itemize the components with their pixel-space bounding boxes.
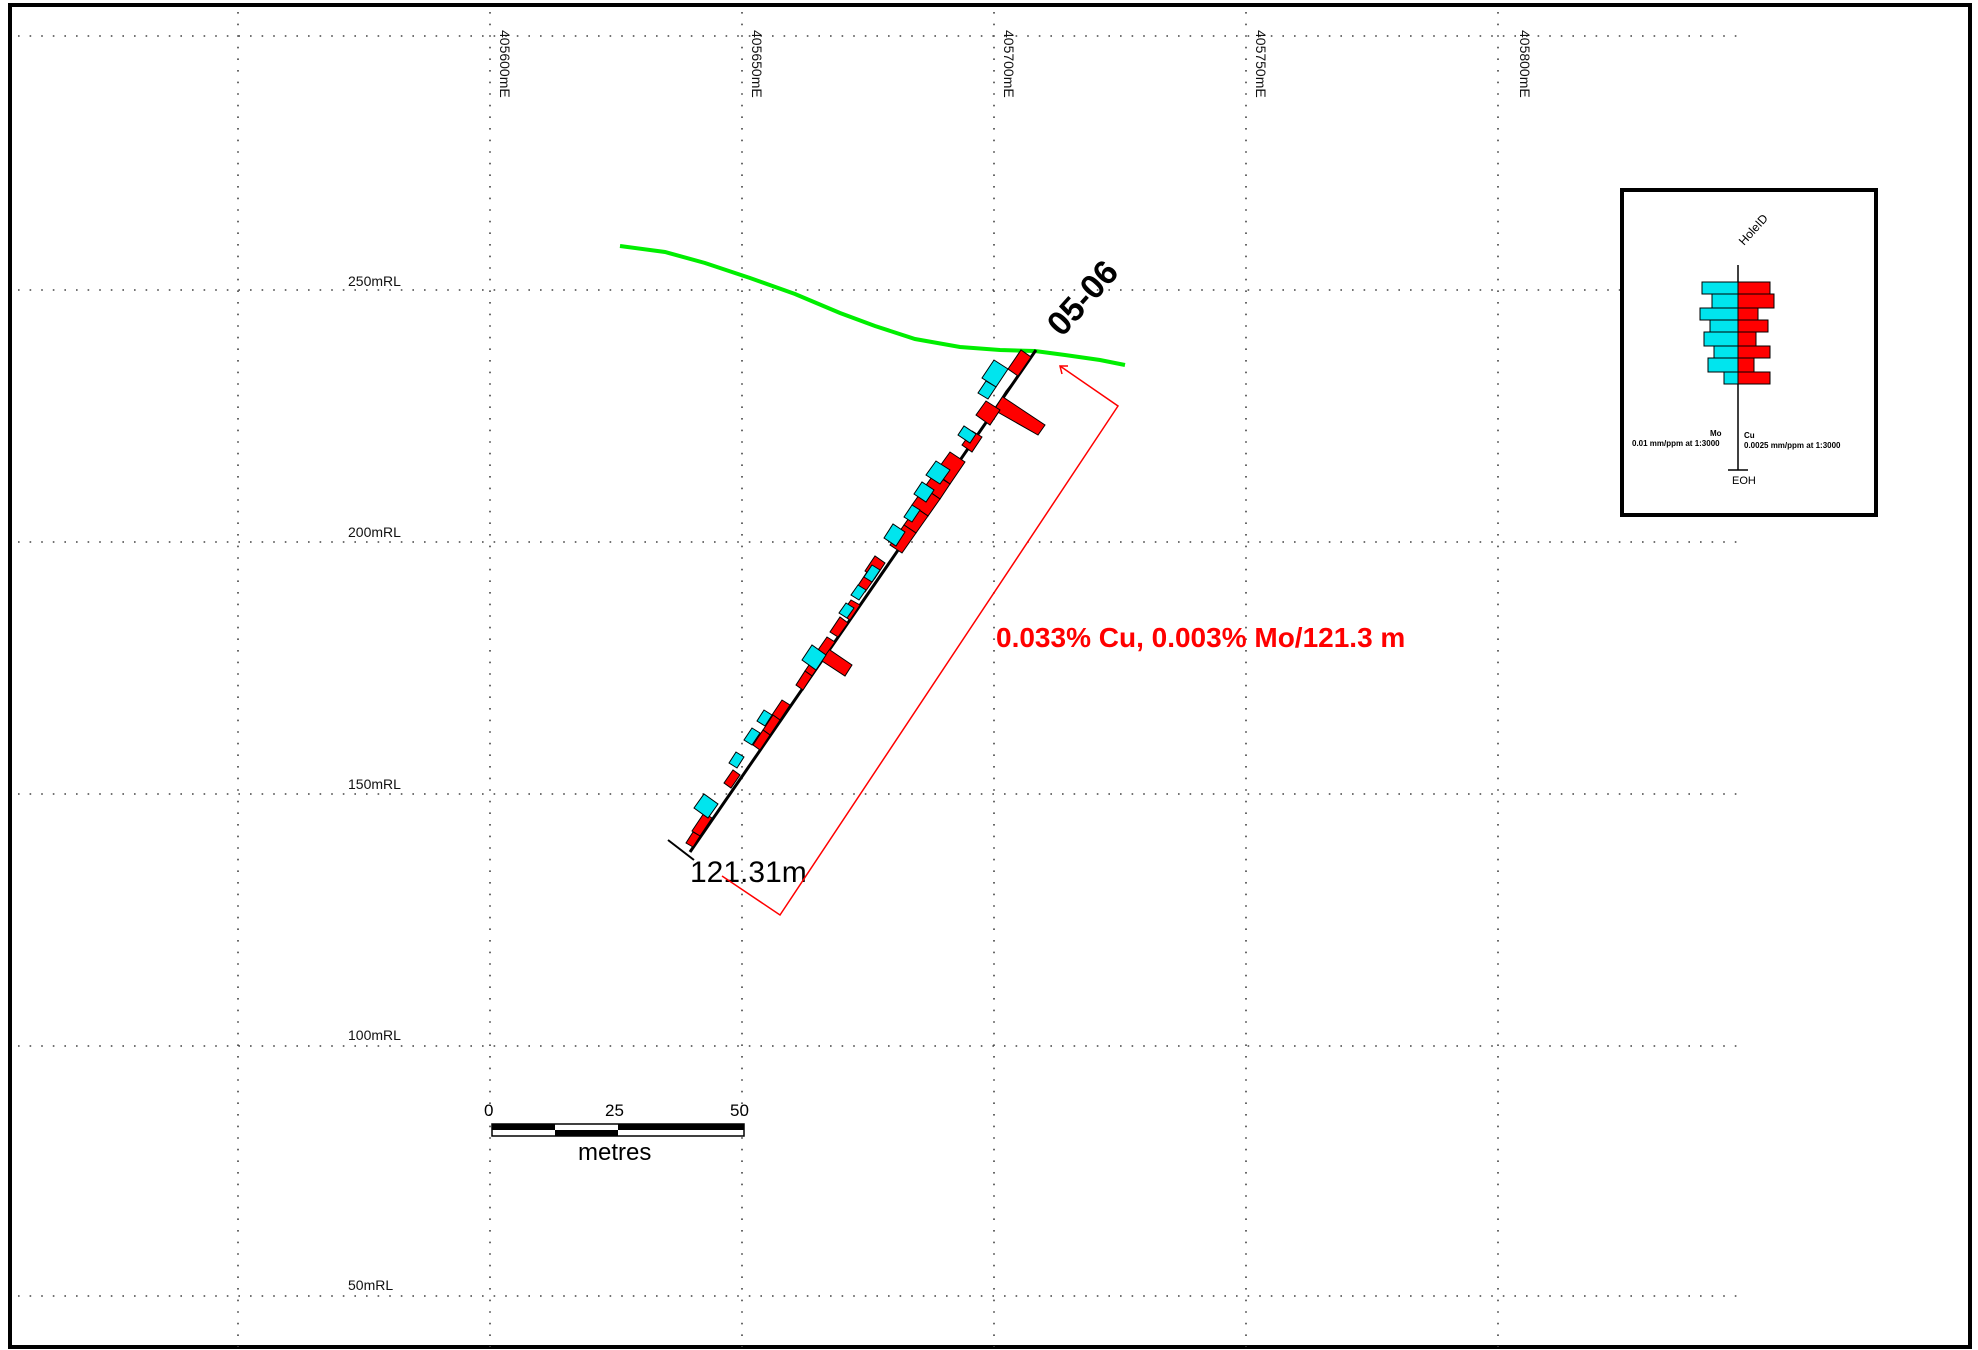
easting-label: 405800mE xyxy=(1517,30,1533,98)
mo-bar xyxy=(756,709,773,727)
rl-label: 150mRL xyxy=(348,776,401,792)
legend-mo-bar xyxy=(1711,293,1739,309)
mo-bar xyxy=(925,460,951,485)
easting-labels: 405600mE 405650mE 405700mE 405750mE 4058… xyxy=(497,30,1533,98)
intercept-grade-text: 0.033% Cu, 0.003% Mo/121.3 m xyxy=(996,622,1405,653)
legend-frame xyxy=(1620,188,1878,517)
legend-cu-bar xyxy=(1737,331,1757,347)
legend-cu-bar xyxy=(1737,357,1755,373)
legend-cu-bar xyxy=(1737,371,1771,385)
mo-bar xyxy=(913,481,935,503)
intercept-bracket xyxy=(721,365,1120,917)
drill-hole-end-tick xyxy=(667,839,695,861)
legend-mo-bar xyxy=(1713,345,1739,359)
mo-bar xyxy=(957,425,977,444)
mo-bar xyxy=(977,380,997,400)
scale-bar-tick-label: 25 xyxy=(605,1101,624,1120)
cu-bar xyxy=(829,616,849,638)
scale-bar-tick-label: 50 xyxy=(730,1101,749,1120)
scale-bar-segment xyxy=(492,1124,555,1130)
legend-cu-bar xyxy=(1737,307,1759,321)
legend-cu-label: Cu xyxy=(1744,431,1755,440)
legend-eoh-label: EOH xyxy=(1732,475,1756,487)
cu-bar xyxy=(685,831,701,848)
rl-label: 50mRL xyxy=(348,1277,393,1293)
cu-bar xyxy=(723,769,741,789)
cu-bar xyxy=(821,641,853,677)
end-depth-label: 121.31m xyxy=(690,856,807,889)
scale-bar-segment xyxy=(555,1130,618,1136)
rl-label: 100mRL xyxy=(348,1027,401,1043)
legend-cu-bar xyxy=(1737,293,1775,309)
cu-bar xyxy=(752,729,771,751)
legend-mo-bar xyxy=(1709,319,1739,333)
rl-label: 250mRL xyxy=(348,273,401,289)
mo-bar xyxy=(903,504,921,523)
legend-cu-scale: 0.0025 mm/ppm at 1:3000 xyxy=(1744,441,1841,450)
mo-bar xyxy=(863,564,881,583)
mo-bar xyxy=(693,793,719,819)
mo-bar xyxy=(883,523,906,547)
cu-bar xyxy=(993,375,1046,436)
legend-cu-bars xyxy=(1737,281,1775,385)
cu-bar xyxy=(975,400,1001,426)
legend-mo-bar xyxy=(1723,371,1739,385)
mo-bar xyxy=(728,751,745,769)
intercept-arrow-head xyxy=(1059,365,1068,375)
legend-mo-scale: 0.01 mm/ppm at 1:3000 xyxy=(1632,439,1720,448)
mo-bar xyxy=(850,584,867,601)
legend-mo-bar xyxy=(1707,357,1739,373)
drill-hole-trace xyxy=(688,349,1038,853)
easting-label: 405600mE xyxy=(497,30,513,98)
legend-cu-bar xyxy=(1737,281,1771,295)
scale-bar-tick-label: 0 xyxy=(484,1101,493,1120)
easting-label: 405650mE xyxy=(749,30,765,98)
mo-bar xyxy=(743,727,761,746)
mo-bar xyxy=(981,359,1009,388)
legend-mo-label: Mo xyxy=(1710,429,1722,438)
easting-label: 405700mE xyxy=(1001,30,1017,98)
scale-bar: 0 25 50 metres xyxy=(484,1101,749,1166)
legend-mo-bar xyxy=(1701,281,1739,295)
mo-bar xyxy=(838,602,855,619)
mo-bar xyxy=(801,644,827,671)
rl-label: 200mRL xyxy=(348,524,401,540)
cu-bar xyxy=(795,670,813,691)
mo-assay-bars xyxy=(693,359,1009,819)
easting-label: 405750mE xyxy=(1253,30,1269,98)
legend-cu-bar xyxy=(1737,345,1771,359)
scale-bar-segment xyxy=(618,1124,744,1130)
topography-line xyxy=(619,244,1126,367)
scale-bar-unit-label: metres xyxy=(578,1139,651,1166)
legend-mo-bar xyxy=(1703,331,1739,347)
legend-mo-bar xyxy=(1699,307,1739,321)
rl-labels: 250mRL 200mRL 150mRL 100mRL 50mRL xyxy=(348,273,401,1293)
legend: HoleID Mo 0.01 mm/ppm at 1:3000 Cu 0.002… xyxy=(1620,188,1878,517)
legend-cu-bar xyxy=(1737,319,1769,333)
